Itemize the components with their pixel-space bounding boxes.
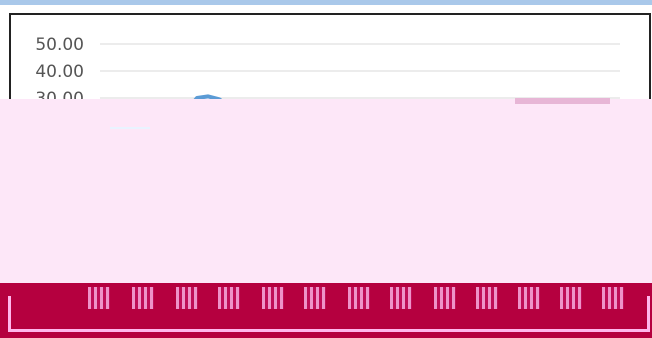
corrupted-mark bbox=[560, 287, 582, 309]
corrupted-mark bbox=[476, 287, 498, 309]
corrupted-band-frame bbox=[8, 296, 650, 332]
top-rule bbox=[0, 0, 652, 5]
corrupted-mark bbox=[304, 287, 326, 309]
corrupted-mark bbox=[88, 287, 110, 309]
corrupted-mark bbox=[262, 287, 284, 309]
gridlines bbox=[100, 43, 620, 99]
corrupted-mark bbox=[602, 287, 624, 309]
corrupted-region bbox=[0, 99, 652, 283]
corrupted-mark bbox=[348, 287, 370, 309]
corrupted-mark bbox=[132, 287, 154, 309]
corrupted-mark bbox=[218, 287, 240, 309]
corrupted-streak bbox=[515, 98, 610, 104]
y-tick-label: 40.00 bbox=[35, 62, 84, 82]
corrupted-mark bbox=[434, 287, 456, 309]
corrupted-mark bbox=[518, 287, 540, 309]
y-tick-label: 50.00 bbox=[35, 35, 84, 55]
corrupted-mark bbox=[176, 287, 198, 309]
corrupted-mark bbox=[390, 287, 412, 309]
corrupted-streak bbox=[110, 127, 150, 129]
